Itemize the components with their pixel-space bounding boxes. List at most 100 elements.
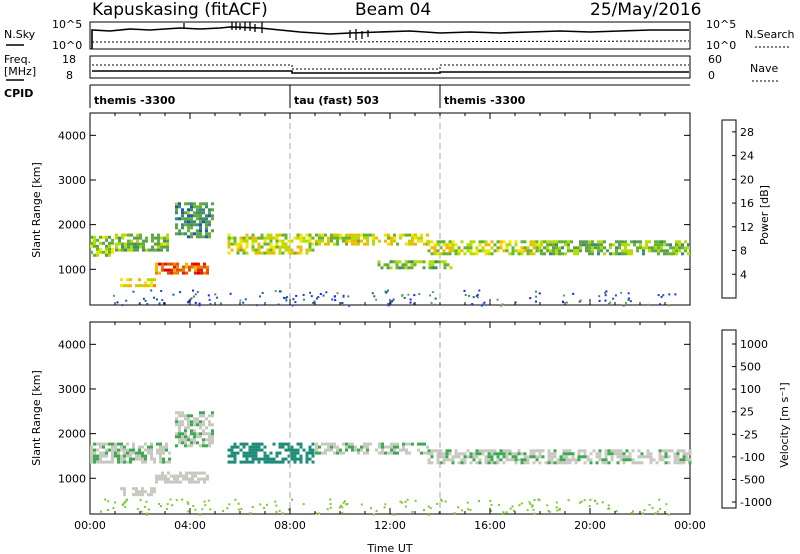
range-cell: [194, 471, 197, 475]
range-cell: [167, 471, 170, 475]
scatter-cell: [607, 303, 610, 305]
range-cell: [597, 246, 600, 250]
range-cell: [121, 236, 124, 240]
range-cell: [354, 236, 357, 240]
range-cell: [290, 454, 294, 458]
range-cell: [266, 454, 270, 458]
range-cell: [315, 451, 318, 455]
range-cell: [99, 451, 102, 455]
range-cell: [175, 420, 178, 424]
range-cell: [239, 236, 243, 240]
range-cell: [154, 242, 157, 246]
range-cell: [396, 442, 399, 446]
range-cell: [664, 452, 668, 456]
scatter-cell: [505, 511, 508, 514]
range-cell: [487, 452, 491, 456]
range-cell: [318, 233, 321, 237]
range-cell: [484, 249, 488, 253]
range-cell: [129, 448, 132, 452]
range-cell: [633, 240, 636, 244]
scatter-cell: [413, 302, 415, 305]
range-cell: [546, 246, 549, 250]
scatter-cell: [341, 506, 344, 509]
range-cell: [227, 251, 231, 255]
range-cell: [203, 271, 206, 275]
range-cell: [121, 233, 124, 237]
range-cell: [595, 452, 599, 456]
range-cell: [108, 460, 111, 464]
range-cell: [114, 448, 117, 452]
scatter-cell: [659, 303, 661, 306]
scatter-cell: [500, 304, 503, 307]
range-cell: [155, 268, 158, 272]
range-cell: [682, 452, 686, 456]
range-cell: [550, 455, 554, 459]
range-cell: [156, 451, 159, 455]
range-cell: [184, 220, 187, 224]
range-cell: [208, 208, 211, 212]
range-cell: [205, 426, 208, 430]
range-cell: [159, 442, 162, 446]
cpid-segment-label: tau (fast) 503: [294, 94, 379, 107]
range-cell: [251, 245, 255, 249]
range-cell: [175, 208, 178, 212]
near-range-scatter: [113, 289, 677, 307]
range-cell: [299, 233, 303, 237]
range-cell: [457, 455, 461, 459]
scatter-cell: [302, 503, 305, 506]
range-cell: [165, 448, 168, 452]
range-cell: [111, 454, 114, 458]
range-cell: [178, 426, 181, 430]
scatter-cell: [278, 509, 281, 512]
range-cell: [211, 411, 214, 415]
range-cell: [296, 457, 300, 461]
data-band: [90, 442, 171, 464]
range-cell: [199, 208, 202, 212]
range-cell: [559, 461, 563, 465]
range-cell: [466, 243, 470, 247]
power-ylabel: Slant Range [km]: [30, 162, 43, 258]
range-cell: [242, 451, 246, 455]
range-cell: [505, 249, 509, 253]
range-cell: [457, 452, 461, 456]
range-cell: [573, 246, 576, 250]
scatter-cell: [501, 303, 504, 306]
range-cell: [628, 452, 632, 456]
range-cell: [618, 252, 621, 256]
range-cell: [529, 249, 533, 253]
range-cell: [130, 245, 133, 249]
range-cell: [287, 442, 291, 446]
range-cell: [196, 432, 199, 436]
scatter-cell: [153, 296, 155, 299]
range-cell: [597, 240, 600, 244]
range-cell: [502, 452, 506, 456]
range-cell: [673, 458, 677, 462]
range-cell: [124, 248, 127, 252]
range-cell: [150, 493, 153, 497]
range-cell: [398, 266, 402, 270]
range-cell: [330, 239, 333, 243]
range-cell: [99, 241, 102, 245]
range-cell: [547, 452, 551, 456]
scatter-cell: [399, 500, 402, 503]
range-cell: [205, 202, 208, 206]
range-cell: [129, 451, 132, 455]
range-cell: [606, 249, 609, 253]
range-cell: [336, 448, 339, 452]
scatter-cell: [438, 511, 441, 514]
range-cell: [676, 461, 680, 465]
colorbar-tick-label: 24: [740, 150, 754, 163]
range-cell: [393, 445, 396, 449]
range-cell: [607, 452, 611, 456]
range-cell: [454, 452, 458, 456]
range-cell: [556, 461, 560, 465]
range-cell: [308, 445, 312, 449]
range-cell: [410, 260, 414, 264]
range-cell: [327, 242, 330, 246]
range-cell: [139, 236, 142, 240]
range-cell: [342, 236, 345, 240]
range-cell: [466, 249, 470, 253]
range-cell: [165, 445, 168, 449]
range-cell: [90, 448, 93, 452]
range-cell: [420, 233, 423, 237]
